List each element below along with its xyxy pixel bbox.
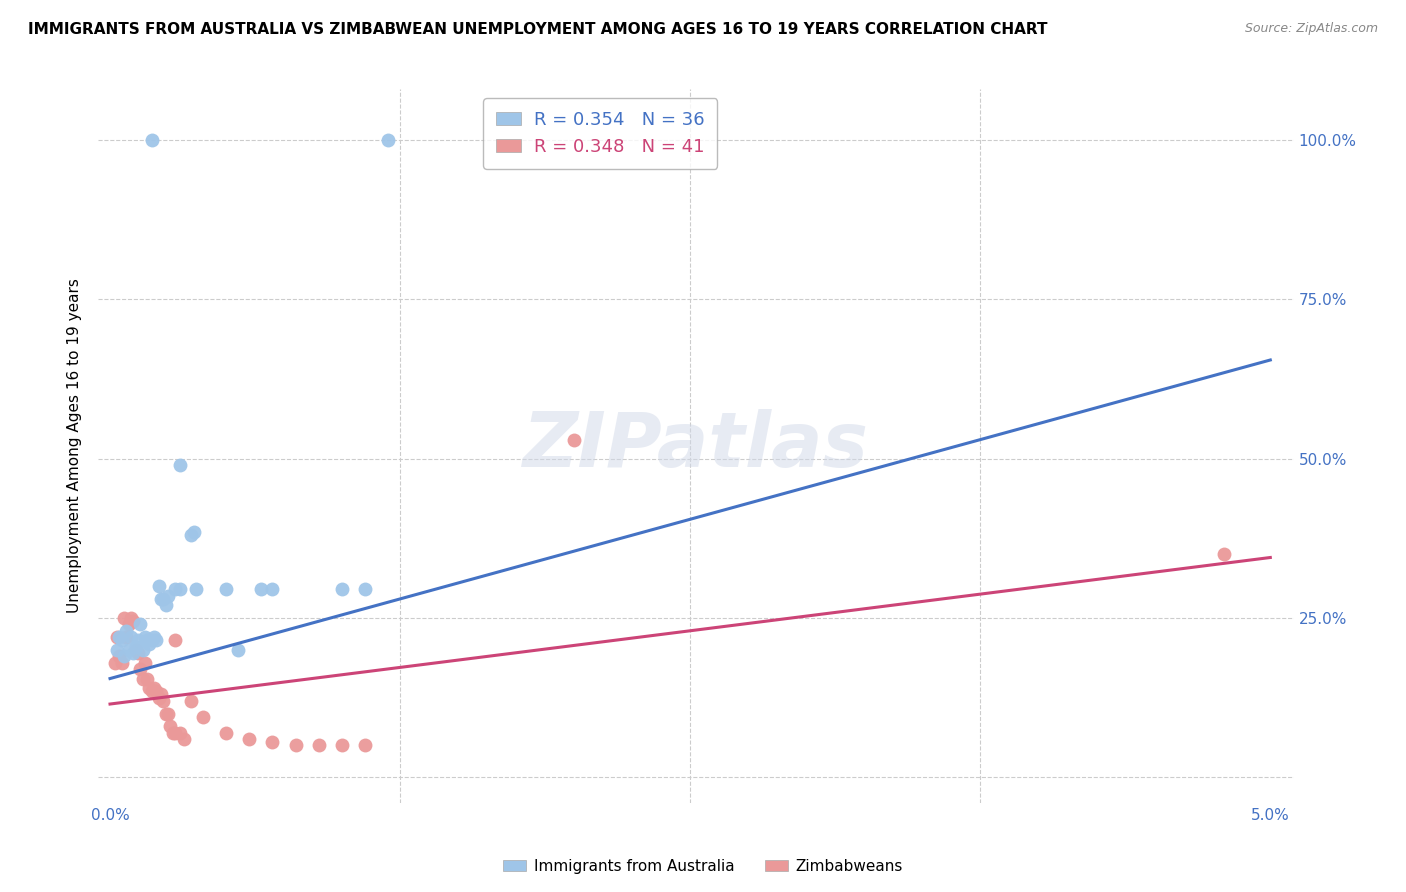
Legend: R = 0.354   N = 36, R = 0.348   N = 41: R = 0.354 N = 36, R = 0.348 N = 41 — [484, 98, 717, 169]
Point — [184, 582, 207, 597]
Point — [262, 735, 284, 749]
Point — [169, 582, 191, 597]
Point — [150, 688, 173, 702]
Point — [215, 725, 238, 739]
Point — [284, 739, 307, 753]
Point — [122, 646, 145, 660]
Point — [112, 649, 135, 664]
Point — [143, 630, 166, 644]
Point — [129, 662, 152, 676]
Point — [330, 582, 353, 597]
Point — [180, 528, 202, 542]
Point — [138, 681, 160, 695]
Point — [152, 591, 174, 606]
Point — [115, 630, 138, 644]
Point — [377, 133, 399, 147]
Point — [262, 582, 284, 597]
Point — [155, 599, 177, 613]
Point — [127, 646, 149, 660]
Point — [159, 719, 181, 733]
Text: Source: ZipAtlas.com: Source: ZipAtlas.com — [1244, 22, 1378, 36]
Point — [124, 640, 146, 654]
Point — [163, 582, 186, 597]
Point — [180, 694, 202, 708]
Point — [226, 643, 249, 657]
Point — [108, 630, 131, 644]
Point — [141, 684, 163, 698]
Point — [145, 684, 167, 698]
Point — [141, 633, 163, 648]
Point — [131, 672, 153, 686]
Point — [134, 656, 156, 670]
Point — [148, 690, 170, 705]
Point — [163, 633, 186, 648]
Point — [117, 643, 139, 657]
Point — [183, 524, 205, 539]
Point — [112, 611, 135, 625]
Point — [111, 633, 134, 648]
Point — [117, 617, 139, 632]
Point — [152, 694, 174, 708]
Point — [163, 725, 186, 739]
Legend: Immigrants from Australia, Zimbabweans: Immigrants from Australia, Zimbabweans — [498, 853, 908, 880]
Point — [129, 617, 152, 632]
Text: ZIPatlas: ZIPatlas — [523, 409, 869, 483]
Point — [308, 739, 330, 753]
Point — [562, 433, 585, 447]
Point — [157, 589, 180, 603]
Point — [238, 732, 260, 747]
Point — [215, 582, 238, 597]
Text: IMMIGRANTS FROM AUSTRALIA VS ZIMBABWEAN UNEMPLOYMENT AMONG AGES 16 TO 19 YEARS C: IMMIGRANTS FROM AUSTRALIA VS ZIMBABWEAN … — [28, 22, 1047, 37]
Point — [330, 739, 353, 753]
Point — [162, 725, 184, 739]
Point — [127, 633, 149, 648]
Point — [145, 633, 167, 648]
Point — [250, 582, 273, 597]
Point — [111, 656, 134, 670]
Point — [108, 649, 131, 664]
Point — [124, 643, 146, 657]
Point — [143, 681, 166, 695]
Point — [354, 582, 377, 597]
Point — [136, 633, 159, 648]
Point — [138, 636, 160, 650]
Point — [141, 133, 163, 147]
Point — [157, 706, 180, 721]
Point — [120, 611, 142, 625]
Y-axis label: Unemployment Among Ages 16 to 19 years: Unemployment Among Ages 16 to 19 years — [67, 278, 83, 614]
Point — [105, 643, 128, 657]
Point — [148, 579, 170, 593]
Point — [134, 630, 156, 644]
Point — [155, 706, 177, 721]
Point — [105, 630, 128, 644]
Point — [1212, 547, 1234, 561]
Point — [150, 591, 173, 606]
Point — [173, 732, 195, 747]
Point — [120, 630, 142, 644]
Point — [104, 656, 127, 670]
Point — [131, 643, 153, 657]
Point — [191, 710, 214, 724]
Point — [122, 614, 145, 628]
Point — [169, 725, 191, 739]
Point — [136, 672, 159, 686]
Point — [354, 739, 377, 753]
Point — [115, 624, 138, 638]
Point — [169, 458, 191, 472]
